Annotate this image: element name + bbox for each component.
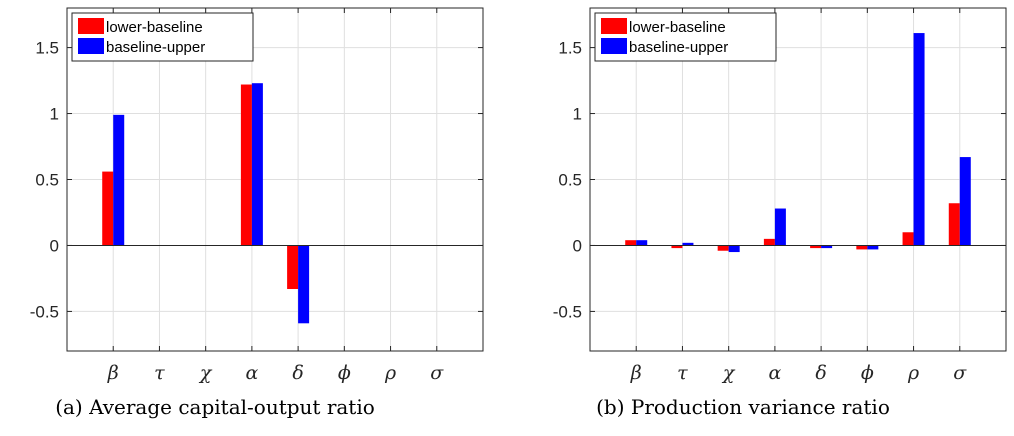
bar-lower-baseline-2 bbox=[671, 245, 683, 249]
bar-lower-baseline-8 bbox=[948, 203, 960, 246]
legend-swatch bbox=[601, 18, 627, 34]
y-tick-label: 1 bbox=[50, 105, 59, 124]
bar-baseline-upper-1 bbox=[113, 114, 125, 246]
legend: lower-baseline baseline-upper bbox=[71, 12, 254, 62]
chart-b: -0.5 0 0.5 1 1.5 β τ χ α δ ϕ ρ σ lower-baseline baseli… bbox=[553, 7, 1007, 419]
bar-lower-baseline-1 bbox=[625, 240, 637, 246]
category-label: σ bbox=[430, 362, 444, 384]
caption: (b) Production variance ratio bbox=[596, 395, 890, 419]
bar-baseline-upper-3 bbox=[728, 245, 740, 253]
bar-baseline-upper-7 bbox=[913, 33, 925, 246]
y-tick-label: 0.5 bbox=[558, 171, 582, 190]
caption: (a) Average capital-output ratio bbox=[55, 395, 375, 419]
legend-label: baseline-upper bbox=[106, 39, 205, 56]
bar-baseline-upper-1 bbox=[636, 240, 648, 246]
y-tick-label: 1.5 bbox=[35, 39, 59, 58]
y-tick-label: 1.5 bbox=[558, 39, 582, 58]
legend-swatch bbox=[78, 18, 104, 34]
bar-lower-baseline-1 bbox=[102, 171, 114, 246]
category-label: α bbox=[768, 362, 781, 384]
bar-baseline-upper-4 bbox=[251, 83, 263, 246]
category-label: τ bbox=[154, 362, 165, 384]
legend-label: lower-baseline bbox=[106, 19, 203, 36]
legend-label: baseline-upper bbox=[629, 39, 728, 56]
y-tick-label: 1 bbox=[573, 105, 582, 124]
category-label: χ bbox=[198, 362, 213, 384]
legend: lower-baseline baseline-upper bbox=[594, 12, 777, 62]
y-tick-label: 0 bbox=[573, 236, 582, 255]
category-label: δ bbox=[815, 362, 826, 384]
category-label: β bbox=[107, 362, 119, 384]
bar-lower-baseline-5 bbox=[810, 245, 822, 249]
category-label: ρ bbox=[384, 362, 397, 384]
bar-baseline-upper-2 bbox=[682, 242, 694, 246]
bar-lower-baseline-6 bbox=[856, 245, 868, 250]
category-label: α bbox=[245, 362, 258, 384]
bar-baseline-upper-5 bbox=[821, 245, 833, 249]
category-label: ϕ bbox=[338, 362, 351, 384]
bar-baseline-upper-6 bbox=[867, 245, 879, 250]
bar-lower-baseline-4 bbox=[240, 84, 252, 246]
category-label: δ bbox=[292, 362, 303, 384]
y-tick-label: -0.5 bbox=[30, 302, 59, 321]
y-tick-label: -0.5 bbox=[553, 302, 582, 321]
bar-baseline-upper-4 bbox=[774, 208, 786, 246]
bar-lower-baseline-5 bbox=[287, 245, 299, 289]
category-label: ϕ bbox=[861, 362, 874, 384]
category-label: σ bbox=[953, 362, 967, 384]
bar-baseline-upper-5 bbox=[298, 245, 310, 324]
legend-swatch bbox=[601, 38, 627, 54]
chart-a: -0.5 0 0.5 1 1.5 β τ χ α δ ϕ ρ σ lower-baseline baseli… bbox=[30, 7, 484, 419]
legend-swatch bbox=[78, 38, 104, 54]
bar-lower-baseline-4 bbox=[763, 238, 775, 246]
category-label: χ bbox=[721, 362, 736, 384]
category-label: τ bbox=[677, 362, 688, 384]
bar-lower-baseline-7 bbox=[902, 232, 914, 246]
y-tick-label: 0.5 bbox=[35, 171, 59, 190]
category-label: ρ bbox=[907, 362, 920, 384]
category-label: β bbox=[630, 362, 642, 384]
y-tick-label: 0 bbox=[50, 236, 59, 255]
legend-label: lower-baseline bbox=[629, 19, 726, 36]
bar-lower-baseline-3 bbox=[717, 245, 729, 251]
bar-baseline-upper-8 bbox=[959, 157, 971, 246]
